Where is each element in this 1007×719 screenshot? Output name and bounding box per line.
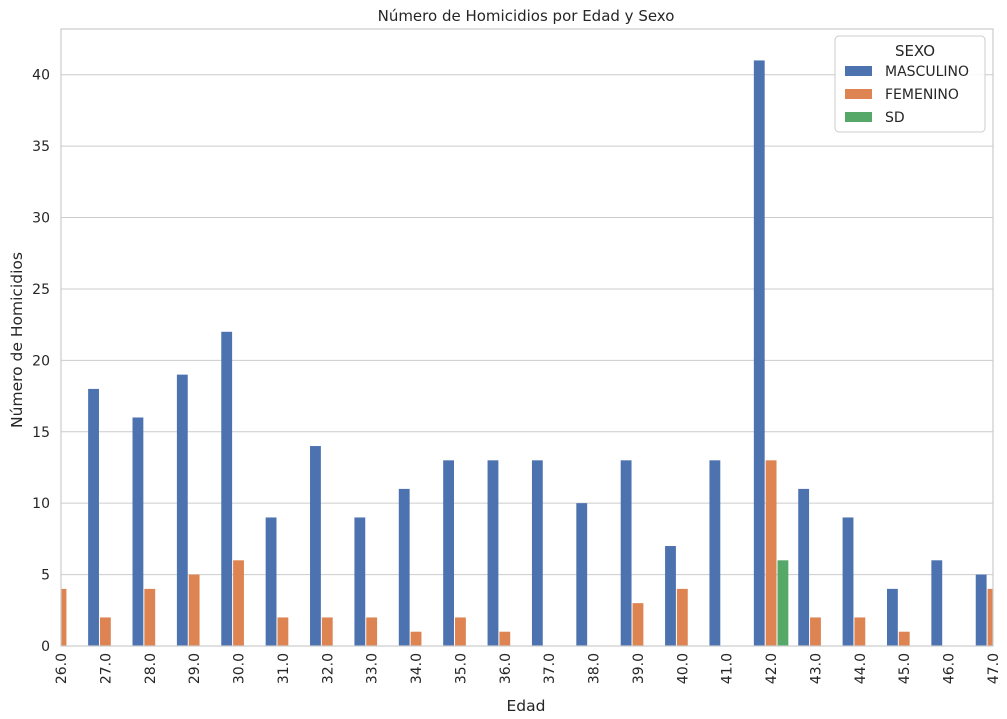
legend-swatch-sd — [845, 112, 872, 122]
x-tick-label: 33.0 — [365, 653, 381, 684]
bar-femenino-30.0 — [233, 560, 244, 646]
legend-swatch-masculino — [845, 66, 872, 76]
y-tick-label: 25 — [32, 282, 50, 298]
bar-femenino-26.0 — [61, 588, 67, 646]
gridlines — [61, 74, 993, 647]
bar-sd-42.0 — [777, 560, 789, 646]
bar-femenino-40.0 — [676, 588, 688, 646]
x-tick-label: 27.0 — [98, 653, 114, 684]
x-tick-label: 30.0 — [232, 653, 248, 684]
x-tick-label: 47.0 — [986, 653, 1002, 684]
bar-masculino-27.0 — [88, 388, 99, 646]
x-tick-label: 43.0 — [808, 653, 824, 684]
x-tick-label: 45.0 — [897, 653, 913, 684]
x-tick-label: 36.0 — [498, 653, 514, 684]
bar-masculino-29.0 — [176, 374, 188, 646]
bar-masculino-45.0 — [886, 588, 898, 646]
y-tick-label: 35 — [32, 139, 50, 155]
x-tick-label: 31.0 — [276, 653, 292, 684]
x-tick-label: 26.0 — [54, 653, 70, 684]
x-tick-label: 28.0 — [143, 653, 159, 684]
bar-femenino-35.0 — [455, 617, 466, 646]
x-tick-label: 34.0 — [409, 653, 425, 684]
bar-femenino-39.0 — [632, 603, 644, 646]
x-tick-label: 40.0 — [675, 653, 691, 684]
bar-masculino-37.0 — [531, 460, 543, 646]
x-tick-label: 32.0 — [320, 653, 336, 684]
bar-masculino-34.0 — [398, 488, 410, 646]
y-tick-label: 30 — [32, 211, 50, 227]
legend-title: SEXO — [895, 42, 935, 60]
x-tick-label: 37.0 — [542, 653, 558, 684]
bar-femenino-28.0 — [144, 588, 156, 646]
legend-swatch-femenino — [845, 89, 872, 99]
bars — [61, 60, 993, 646]
bar-femenino-42.0 — [765, 460, 777, 646]
bar-masculino-41.0 — [709, 460, 721, 646]
y-tick-label: 10 — [32, 496, 50, 512]
bar-femenino-29.0 — [188, 574, 200, 646]
plot-frame — [60, 28, 994, 647]
bar-masculino-43.0 — [798, 488, 810, 646]
y-tick-label: 40 — [32, 68, 50, 84]
bar-masculino-40.0 — [665, 546, 676, 646]
axes: 0 5 10 15 20 25 30 35 40 26.0 27.0 28.0 29.0 30.0 31.0… — [32, 28, 1002, 684]
y-tick-label: 5 — [41, 568, 50, 584]
x-tick-label: 44.0 — [853, 653, 869, 684]
bar-masculino-39.0 — [620, 460, 632, 646]
bar-femenino-47.0 — [987, 588, 993, 646]
bar-femenino-36.0 — [499, 631, 511, 646]
x-tick-label: 35.0 — [453, 653, 469, 684]
bar-masculino-30.0 — [221, 331, 233, 646]
y-tick-label: 15 — [32, 425, 50, 441]
y-axis-label: Número de Homicidios — [8, 252, 26, 428]
x-tick-label: 29.0 — [187, 653, 203, 684]
bar-femenino-33.0 — [366, 617, 378, 646]
legend: SEXO MASCULINO FEMENINO SD — [834, 35, 986, 133]
bar-masculino-33.0 — [354, 517, 366, 646]
bar-femenino-32.0 — [321, 617, 333, 646]
legend-label-sd: SD — [885, 110, 905, 126]
chart-title: Número de Homicidios por Edad y Sexo — [378, 7, 675, 25]
bar-masculino-46.0 — [931, 560, 943, 646]
y-tick-label: 20 — [32, 353, 50, 369]
bar-femenino-44.0 — [854, 617, 866, 646]
x-tick-label: 38.0 — [587, 653, 603, 684]
bar-masculino-32.0 — [310, 446, 321, 646]
bar-masculino-47.0 — [975, 574, 987, 646]
legend-label-masculino: MASCULINO — [885, 64, 969, 80]
bar-masculino-38.0 — [576, 503, 588, 646]
legend-label-femenino: FEMENINO — [885, 87, 959, 103]
x-tick-label: 46.0 — [942, 653, 958, 684]
bar-femenino-34.0 — [410, 631, 422, 646]
bar-masculino-42.0 — [753, 60, 765, 646]
bar-masculino-31.0 — [265, 517, 277, 646]
bar-masculino-44.0 — [842, 517, 854, 646]
bar-femenino-43.0 — [810, 617, 821, 646]
x-tick-label: 42.0 — [764, 653, 780, 684]
x-tick-label: 39.0 — [631, 653, 647, 684]
bar-masculino-36.0 — [487, 460, 499, 646]
y-tick-label: 0 — [41, 639, 50, 655]
legend-box — [834, 35, 986, 133]
x-tick-label: 41.0 — [720, 653, 736, 684]
bar-femenino-27.0 — [99, 617, 111, 646]
bar-masculino-35.0 — [443, 460, 455, 646]
bar-masculino-28.0 — [132, 417, 144, 646]
bar-femenino-45.0 — [898, 631, 910, 646]
x-axis-label: Edad — [507, 697, 546, 715]
bar-femenino-31.0 — [277, 617, 289, 646]
